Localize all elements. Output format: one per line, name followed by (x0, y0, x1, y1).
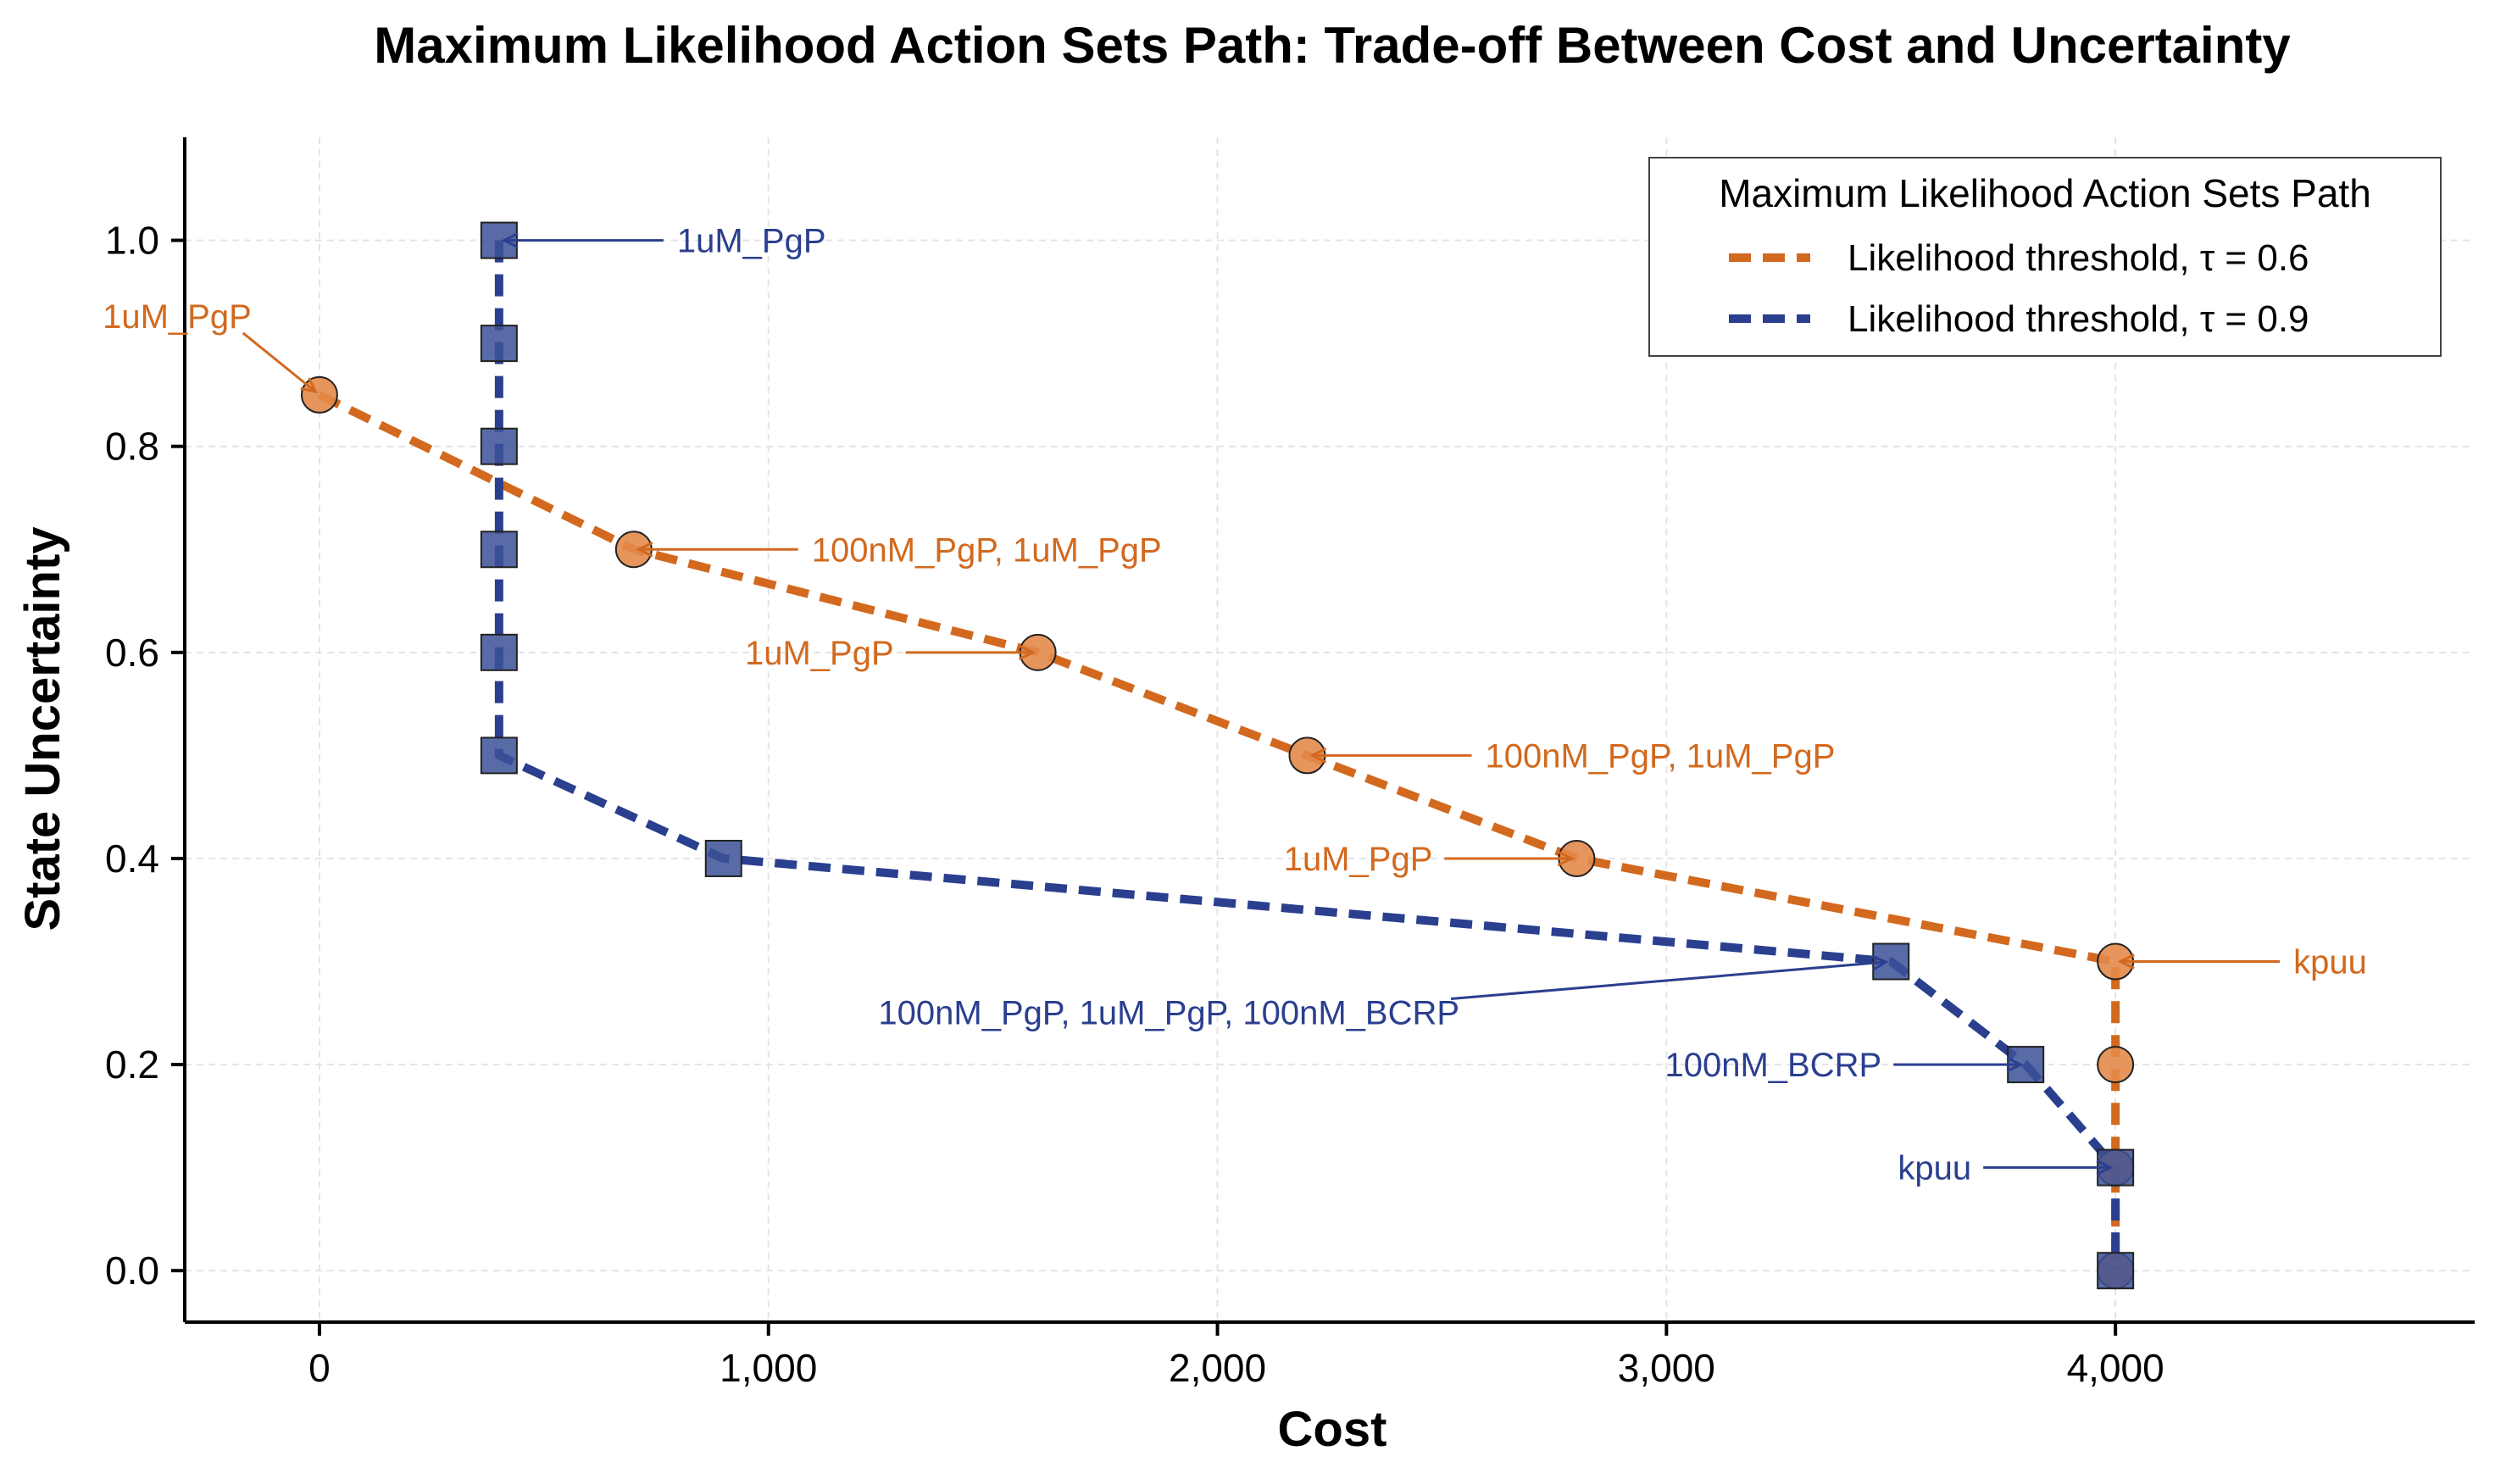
annotation-arrowhead (1309, 748, 1327, 764)
annotation-arrow (1450, 960, 1887, 1001)
annotation-arrowhead (2117, 953, 2135, 970)
x-axis-label: Cost (1278, 1402, 1387, 1457)
data-point-square (480, 325, 518, 363)
annotation-label: 1uM_PgP (745, 635, 894, 672)
annotation-arrowhead (300, 377, 318, 394)
series-layer (300, 221, 2135, 1290)
y-tick-label: 0.8 (105, 425, 159, 469)
annotation-layer: 1uM_PgP 100nM_PgP, 1uM_PgP 1uM_PgP 100nM_Pg… (103, 223, 2367, 1187)
annotation-arrowhead (2096, 1159, 2114, 1176)
x-tick-label: 4,000 (2067, 1346, 2164, 1390)
annotation-label: kpuu (1898, 1150, 1971, 1187)
annotation-arrowhead (2006, 1056, 2024, 1073)
y-tick-label: 0.4 (105, 836, 159, 881)
data-point-square (480, 427, 518, 465)
data-point-circle (300, 375, 338, 414)
x-tick-label: 2,000 (1169, 1346, 1266, 1390)
legend-label-tau-0-6: Likelihood threshold, τ = 0.6 (1848, 237, 2309, 279)
data-point-square (704, 839, 742, 877)
data-point-square (480, 736, 518, 775)
annotation-arrow (242, 331, 317, 393)
x-tick-label: 0 (308, 1346, 331, 1390)
annotation-label: 100nM_PgP, 1uM_PgP, 100nM_BCRP (878, 995, 1459, 1032)
axes-layer: 0 1,000 2,000 3,000 4,000 0.0 0.2 0.4 0.6 0.8 1.0 (105, 137, 2475, 1390)
y-tick-label: 0.6 (105, 631, 159, 675)
annotation-label: 100nM_BCRP (1665, 1047, 1882, 1084)
annotation-label: 100nM_PgP, 1uM_PgP (812, 531, 1162, 569)
y-tick-label: 0.0 (105, 1248, 159, 1292)
annotation-arrowhead (636, 541, 653, 558)
legend-label-tau-0-9: Likelihood threshold, τ = 0.9 (1848, 298, 2309, 340)
data-point-square (2097, 1252, 2135, 1290)
series-line-tau-0-6 (317, 391, 2120, 1271)
annotation-label: 1uM_PgP (1284, 841, 1433, 878)
legend: Maximum Likelihood Action Sets Path Like… (1648, 157, 2442, 357)
annotation-label: 1uM_PgP (103, 298, 252, 336)
data-point-circle (2097, 1046, 2135, 1084)
annotation-label: 1uM_PgP (677, 223, 826, 260)
y-tick-label: 1.0 (105, 219, 159, 263)
y-tick-label: 0.2 (105, 1042, 159, 1087)
annotation-arrowhead (1018, 644, 1036, 661)
y-axis-label: State Uncertainty (15, 526, 70, 931)
annotation-arrowhead (501, 232, 519, 248)
annotation-label: 100nM_PgP, 1uM_PgP (1486, 737, 1836, 775)
annotation-arrowhead (1871, 955, 1889, 971)
annotation-label: kpuu (2293, 944, 2367, 981)
data-point-square (480, 633, 518, 671)
data-point-square (480, 531, 518, 569)
annotation-arrowhead (1557, 850, 1575, 867)
x-tick-label: 1,000 (720, 1346, 817, 1390)
x-tick-label: 3,000 (1618, 1346, 1715, 1390)
legend-title: Maximum Likelihood Action Sets Path (1719, 171, 2371, 215)
chart-title: Maximum Likelihood Action Sets Path: Tra… (374, 17, 2291, 74)
